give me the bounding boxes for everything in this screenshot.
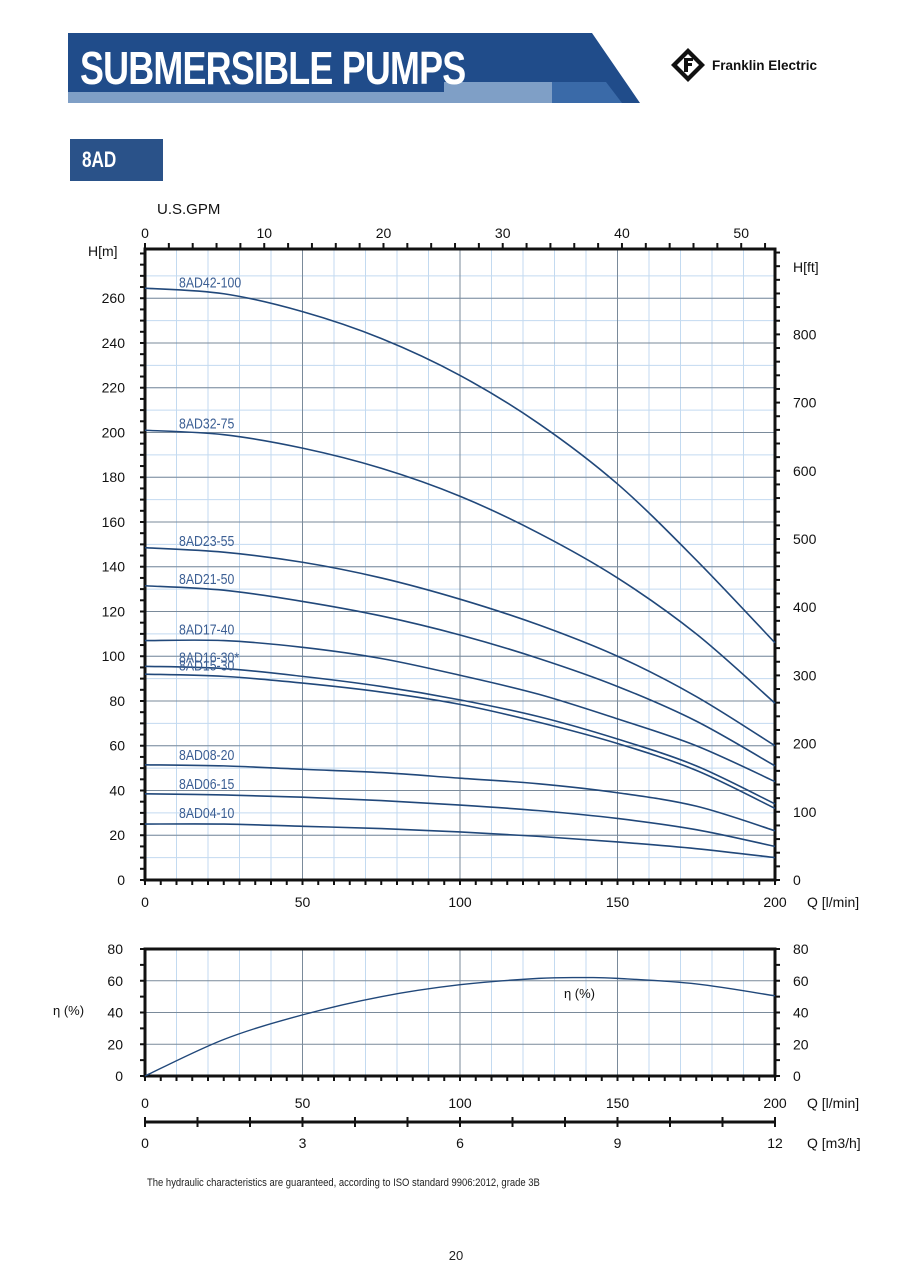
y-tick-label: 40 xyxy=(107,1005,123,1021)
y-axis-label: H[m] xyxy=(88,243,118,259)
y-right-tick-label: 700 xyxy=(793,395,817,411)
footnote: The hydraulic characteristics are guaran… xyxy=(147,1177,540,1189)
x-top-tick-label: 50 xyxy=(733,225,749,241)
pump-curve xyxy=(144,287,776,644)
x-tick-label: 150 xyxy=(606,1095,630,1111)
y-right-tick-label: 40 xyxy=(793,1005,809,1021)
model-tab: 8AD xyxy=(70,139,163,181)
m3h-tick-label: 6 xyxy=(456,1135,464,1151)
x-tick-label: 150 xyxy=(606,894,630,910)
x-top-tick-label: 0 xyxy=(141,225,149,241)
pump-curves-chart: 020406080100120140160180200220240260H[m]… xyxy=(53,201,861,1151)
series-label: 8AD23-55 xyxy=(179,533,235,549)
y-tick-label: 80 xyxy=(109,693,125,709)
franklin-logo-icon xyxy=(671,48,705,82)
m3h-axis-label: Q [m3/h] xyxy=(807,1135,861,1151)
y-right-tick-label: 0 xyxy=(793,1068,801,1084)
series-label: 8AD21-50 xyxy=(179,571,235,587)
y-tick-label: 20 xyxy=(109,827,125,843)
y-tick-label: 160 xyxy=(102,514,126,530)
series-label: 8AD04-10 xyxy=(179,805,235,821)
y-tick-label: 60 xyxy=(109,738,125,754)
pump-curve xyxy=(144,584,776,767)
model-tab-label: 8AD xyxy=(82,147,117,172)
x-tick-label: 50 xyxy=(295,894,311,910)
x-axis-label: Q [l/min] xyxy=(807,894,859,910)
y-right-tick-label: 500 xyxy=(793,531,817,547)
y-tick-label: 240 xyxy=(102,335,126,351)
y-right-tick-label: 80 xyxy=(793,941,809,957)
y-right-tick-label: 60 xyxy=(793,973,809,989)
pump-curve xyxy=(144,763,776,832)
pump-curve xyxy=(144,793,776,848)
y-right-axis-label: H[ft] xyxy=(793,259,819,275)
m3h-tick-label: 12 xyxy=(767,1135,783,1151)
x-top-tick-label: 10 xyxy=(256,225,272,241)
efficiency-curve-label: η (%) xyxy=(564,986,595,1001)
title-underlay xyxy=(68,82,444,92)
page-title: SUBMERSIBLE PUMPS xyxy=(80,42,466,94)
y-right-tick-label: 20 xyxy=(793,1036,809,1052)
series-label: 8AD42-100 xyxy=(179,275,242,291)
series-label: 8AD08-20 xyxy=(179,747,235,763)
x-top-tick-label: 20 xyxy=(376,225,392,241)
y-tick-label: 180 xyxy=(102,469,126,485)
y-right-tick-label: 300 xyxy=(793,667,817,683)
y-tick-label: 140 xyxy=(102,559,126,575)
series-label: 8AD17-40 xyxy=(179,621,235,637)
pump-curve xyxy=(144,673,776,810)
y-tick-label: 260 xyxy=(102,290,126,306)
series-label: 8AD16-30* xyxy=(179,649,240,665)
x-top-axis-label: U.S.GPM xyxy=(157,201,220,218)
head-curve-chart: 020406080100120140160180200220240260H[m]… xyxy=(88,201,859,910)
y-tick-label: 100 xyxy=(102,648,126,664)
series-label: 8AD06-15 xyxy=(179,776,235,792)
pump-curve xyxy=(144,429,776,704)
x-tick-label: 100 xyxy=(448,894,472,910)
m3h-tick-label: 0 xyxy=(141,1135,149,1151)
pump-curve xyxy=(144,546,776,747)
series-label: 8AD32-75 xyxy=(179,416,235,432)
m3h-tick-label: 3 xyxy=(299,1135,307,1151)
y-right-tick-label: 800 xyxy=(793,326,817,342)
series-label: 8AD15-30 xyxy=(179,657,235,673)
brand-name: Franklin Electric xyxy=(712,57,818,73)
y-tick-label: 200 xyxy=(102,424,126,440)
pump-curve xyxy=(144,639,776,783)
brand-logo: Franklin Electric xyxy=(670,45,817,85)
banner-band-accent xyxy=(552,82,622,103)
x-top-tick-label: 40 xyxy=(614,225,630,241)
y-right-tick-label: 600 xyxy=(793,463,817,479)
y-tick-label: 40 xyxy=(109,782,125,798)
x-tick-label: 200 xyxy=(763,894,787,910)
page-number: 20 xyxy=(448,1248,464,1263)
y-tick-label: 60 xyxy=(107,973,123,989)
pump-curve xyxy=(144,665,776,805)
y-tick-label: 0 xyxy=(115,1068,123,1084)
y-right-tick-label: 0 xyxy=(793,872,801,888)
x-tick-label: 50 xyxy=(295,1095,311,1111)
y-right-tick-label: 400 xyxy=(793,599,817,615)
x-tick-label: 200 xyxy=(763,1095,787,1111)
efficiency-curve xyxy=(144,976,776,1077)
x-tick-label: 0 xyxy=(141,894,149,910)
y-tick-label: 20 xyxy=(107,1036,123,1052)
header-banner xyxy=(68,33,640,103)
x-tick-label: 0 xyxy=(141,1095,149,1111)
pump-curve xyxy=(144,823,776,859)
x-tick-label: 100 xyxy=(448,1095,472,1111)
x-top-tick-label: 30 xyxy=(495,225,511,241)
y-tick-label: 80 xyxy=(107,941,123,957)
y-right-tick-label: 100 xyxy=(793,804,817,820)
y-tick-label: 0 xyxy=(117,872,125,888)
y-axis-label: η (%) xyxy=(53,1003,84,1018)
y-right-tick-label: 200 xyxy=(793,736,817,752)
x-axis-label: Q [l/min] xyxy=(807,1095,859,1111)
y-tick-label: 120 xyxy=(102,603,126,619)
m3h-tick-label: 9 xyxy=(614,1135,622,1151)
y-tick-label: 220 xyxy=(102,380,126,396)
